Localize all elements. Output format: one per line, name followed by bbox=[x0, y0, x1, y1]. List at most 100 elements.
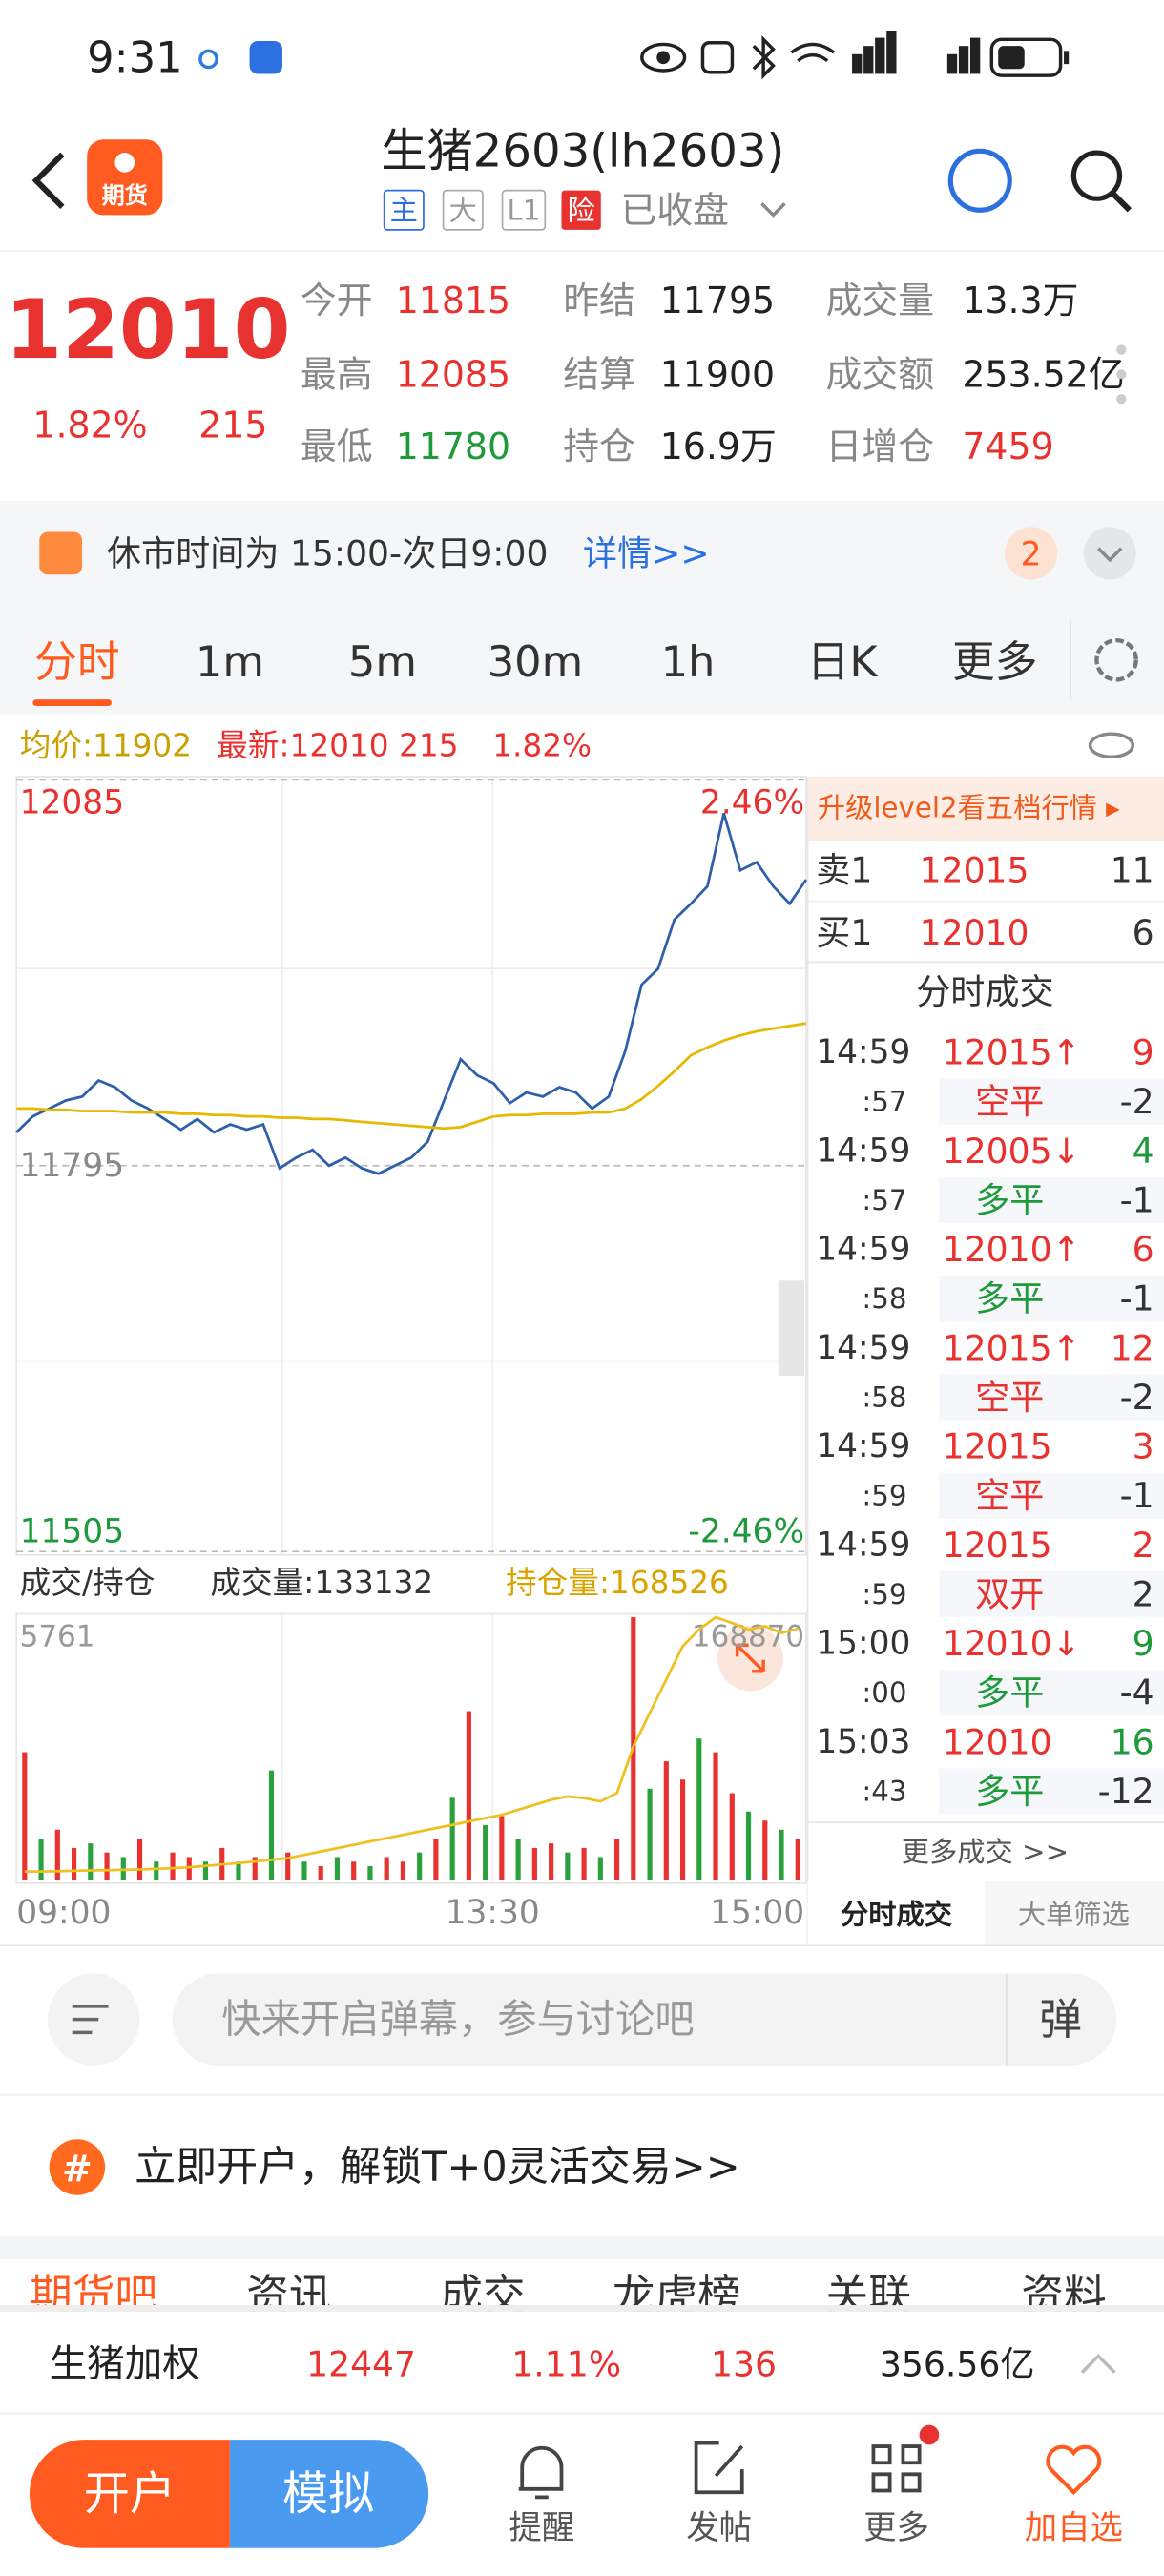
volume-bar bbox=[549, 1843, 554, 1880]
trade-second: :59 bbox=[862, 1480, 906, 1512]
ai-button[interactable] bbox=[947, 148, 1012, 213]
volume-bar bbox=[449, 1797, 455, 1880]
trade-price: 12010 bbox=[943, 1721, 1052, 1762]
more-trades[interactable]: 更多成交 >> bbox=[902, 1836, 1069, 1868]
settings-button[interactable] bbox=[1094, 637, 1138, 682]
book-price: 12010 bbox=[920, 912, 1029, 953]
nav-label[interactable]: 提醒 bbox=[509, 2509, 574, 2547]
section-gap bbox=[0, 2235, 1164, 2259]
panel-toggle[interactable] bbox=[778, 1280, 805, 1377]
volume-bar bbox=[136, 1839, 143, 1880]
nav-label[interactable]: 更多 bbox=[863, 2509, 929, 2547]
trade-change: -1 bbox=[1120, 1179, 1154, 1220]
field-value: 16.9万 bbox=[660, 426, 777, 467]
volume-bar bbox=[252, 1857, 258, 1880]
volume-bar bbox=[647, 1788, 653, 1880]
field-label: 成交量 bbox=[826, 280, 935, 322]
comment-input[interactable] bbox=[172, 1973, 1117, 2066]
trade-change: -2 bbox=[1120, 1081, 1154, 1122]
tab[interactable]: 30m bbox=[488, 636, 583, 687]
trade-change: -1 bbox=[1120, 1475, 1154, 1516]
latest-change-pct: 1.82% bbox=[492, 727, 592, 763]
ticker-shadow bbox=[0, 2305, 1164, 2312]
volume-frame bbox=[15, 1612, 807, 1884]
panel-tab-active[interactable] bbox=[807, 1881, 986, 1946]
trade-second: :58 bbox=[862, 1381, 906, 1413]
zoom-icon bbox=[735, 1643, 765, 1673]
trade-type: 多平 bbox=[975, 1771, 1044, 1812]
trade-time: 15:00 bbox=[816, 1625, 910, 1663]
tab-band bbox=[0, 604, 1164, 715]
notice-band bbox=[0, 500, 1164, 605]
trade-volume: 9 bbox=[1133, 1623, 1154, 1664]
field-label: 持仓 bbox=[563, 426, 635, 467]
panel-tab[interactable]: 分时成交 bbox=[841, 1899, 953, 1931]
trades-title: 分时成交 bbox=[916, 971, 1053, 1012]
field-value: 12085 bbox=[396, 353, 510, 395]
volume-bar bbox=[614, 1839, 620, 1880]
nav-label[interactable]: 加自选 bbox=[1025, 2509, 1123, 2547]
open-button[interactable] bbox=[29, 2440, 230, 2548]
expand-button[interactable] bbox=[1083, 527, 1136, 580]
danmaku-button[interactable]: 弹 bbox=[1039, 1994, 1082, 2045]
notice-link[interactable]: 详情>> bbox=[583, 532, 710, 573]
nav-label[interactable]: 发帖 bbox=[686, 2509, 752, 2547]
trade-type-bg bbox=[939, 1570, 1164, 1618]
open-interest: 持仓量:168526 bbox=[506, 1565, 729, 1601]
volume-bar bbox=[104, 1852, 110, 1880]
volume-bar bbox=[236, 1861, 241, 1880]
book-volume: 6 bbox=[1133, 912, 1154, 953]
tab[interactable]: 更多 bbox=[952, 636, 1037, 687]
search-button[interactable] bbox=[1070, 150, 1123, 201]
x-tick-label: 13:30 bbox=[446, 1894, 540, 1932]
y-tick-label: 12085 bbox=[20, 783, 124, 821]
y-tick-label: 5761 bbox=[20, 1620, 95, 1654]
badge-count: 2 bbox=[1021, 536, 1042, 574]
ticker-change-pct: 1.11% bbox=[511, 2344, 621, 2385]
series-line bbox=[15, 812, 808, 1175]
logo-mark bbox=[114, 153, 135, 173]
notice-icon bbox=[39, 531, 83, 575]
field-value: 13.3万 bbox=[962, 280, 1078, 322]
field-value: 11900 bbox=[660, 353, 775, 395]
tab[interactable]: 5m bbox=[348, 636, 417, 687]
field-label: 今开 bbox=[301, 280, 373, 322]
ticker-name: 生猪加权 bbox=[50, 2342, 200, 2386]
book-side: 卖1 bbox=[816, 850, 872, 891]
more-dots[interactable] bbox=[1116, 344, 1127, 405]
trade-second: :00 bbox=[862, 1676, 906, 1709]
tab[interactable]: 1m bbox=[196, 636, 264, 687]
ticker-amount: 356.56亿 bbox=[880, 2344, 1035, 2385]
volume-bar bbox=[795, 1839, 800, 1880]
change-pct: 1.82% bbox=[32, 405, 147, 447]
trade-type-bg bbox=[939, 1670, 1164, 1716]
ticker-bar[interactable] bbox=[0, 2311, 1164, 2414]
level2-banner[interactable] bbox=[807, 776, 1164, 841]
back-button[interactable] bbox=[31, 152, 65, 209]
trade-type-bg bbox=[939, 1472, 1164, 1519]
book-volume: 11 bbox=[1111, 850, 1154, 891]
tag: 险 bbox=[568, 194, 595, 226]
tab[interactable]: 分时 bbox=[34, 636, 119, 687]
volume-bar bbox=[202, 1861, 209, 1880]
trade-change: -12 bbox=[1098, 1771, 1154, 1812]
trade-type-bg bbox=[939, 1176, 1164, 1224]
volume-bar bbox=[745, 1811, 752, 1880]
demo-button[interactable] bbox=[229, 2440, 429, 2548]
eye-button[interactable] bbox=[1088, 732, 1135, 759]
volume-bar bbox=[22, 1752, 28, 1880]
tab[interactable]: 1h bbox=[661, 636, 716, 687]
status-chevron[interactable] bbox=[760, 202, 786, 218]
trade-type: 空平 bbox=[975, 1081, 1044, 1122]
indicator-selector[interactable]: 成交/持仓 bbox=[20, 1565, 156, 1601]
title: 生猪2603(lh2603) bbox=[381, 124, 784, 177]
volume-bar bbox=[713, 1752, 718, 1880]
trade-type-bg bbox=[939, 1768, 1164, 1815]
volume-bar bbox=[88, 1843, 94, 1880]
trade-type-bg bbox=[939, 1374, 1164, 1421]
promo-text[interactable]: 立即开户，解锁T+0灵活交易>> bbox=[135, 2144, 740, 2192]
panel-tab[interactable]: 大单筛选 bbox=[1018, 1899, 1130, 1931]
tab[interactable]: 日K bbox=[807, 636, 880, 687]
status-icons bbox=[198, 31, 1070, 80]
book-price: 12015 bbox=[920, 850, 1029, 891]
